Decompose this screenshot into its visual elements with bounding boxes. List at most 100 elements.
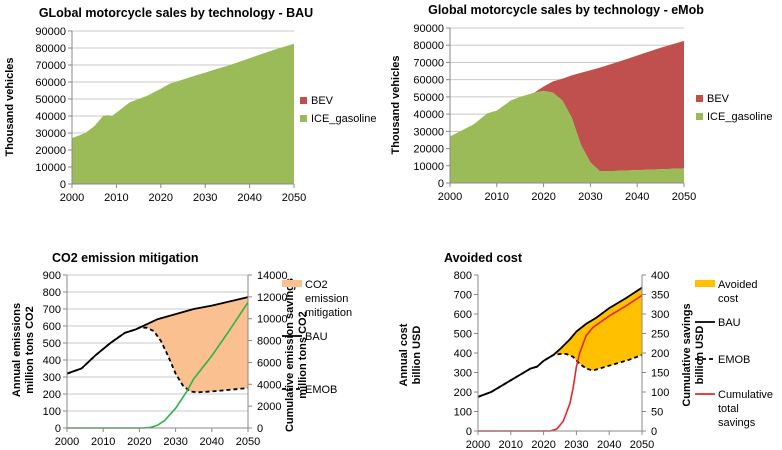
chart-title: GLobal motorcycle sales by technology - … <box>39 6 313 20</box>
x-tick-label: 2050 <box>236 436 260 448</box>
y2-tick-label: 300 <box>651 309 669 321</box>
legend-swatch <box>300 97 307 104</box>
y-tick-label: 700 <box>454 290 472 302</box>
y-tick-label: 60000 <box>413 75 444 87</box>
legend: CO2 emission mitigation BAU EMOB <box>282 279 352 396</box>
y-tick-label: 30000 <box>35 128 66 140</box>
x-tick-label: 2030 <box>193 192 217 204</box>
x-tick-label: 2040 <box>237 192 261 204</box>
chart-title: Avoided cost <box>444 251 523 265</box>
y2-tick-label: 0 <box>257 423 263 435</box>
y-axis-label: Annual emissions <box>11 303 23 397</box>
legend-label: cost <box>718 293 738 305</box>
y2-tick-label: 14000 <box>257 270 288 282</box>
legend-label: savings <box>718 417 756 429</box>
y2-tick-label: 400 <box>651 270 669 282</box>
x-tick-label: 2050 <box>282 192 306 204</box>
y-tick-label: 70000 <box>413 57 444 69</box>
x-tick-label: 2050 <box>630 439 654 450</box>
x-tick-label: 2010 <box>104 192 128 204</box>
area-co2-emission-mitigation <box>132 297 248 393</box>
y-tick-label: 100 <box>454 407 472 419</box>
chart-1: GLobal motorcycle sales by technology - … <box>4 6 376 204</box>
y-tick-label: 700 <box>43 304 61 316</box>
y-tick-label: 500 <box>43 338 61 350</box>
legend-label: Avoided <box>718 279 758 291</box>
area-ice-gasoline <box>72 43 294 184</box>
y-tick-label: 200 <box>454 387 472 399</box>
legend-label: emission <box>305 293 348 305</box>
y-axis-label: billion USD <box>411 326 423 385</box>
y2-tick-label: 150 <box>651 368 669 380</box>
area-bev <box>450 40 684 171</box>
legend-label: Cumulative <box>718 389 773 401</box>
legend: BEV ICE_gasoline <box>696 93 772 123</box>
y2-tick-label: 250 <box>651 329 669 341</box>
x-tick-label: 2040 <box>597 439 621 450</box>
x-tick-label: 2030 <box>564 439 588 450</box>
legend-swatch <box>695 280 715 287</box>
legend-swatch <box>300 115 307 122</box>
legend-swatch <box>282 280 302 287</box>
legend-label: ICE_gasoline <box>707 111 772 123</box>
legend-label: BEV <box>707 93 730 105</box>
y-tick-label: 10000 <box>413 161 444 173</box>
y2-tick-label: 12000 <box>257 292 288 304</box>
y-tick-label: 600 <box>43 321 61 333</box>
y-axis-label: Annual cost <box>398 323 410 386</box>
x-tick-label: 2050 <box>672 191 696 203</box>
legend-label: ICE_gasoline <box>311 113 376 125</box>
legend-swatch <box>696 95 703 102</box>
legend-label: EMOB <box>305 384 337 396</box>
y2-tick-label: 6000 <box>257 357 281 369</box>
y-tick-label: 100 <box>43 406 61 418</box>
y-tick-label: 40000 <box>413 109 444 121</box>
x-tick-label: 2000 <box>466 439 490 450</box>
y-tick-label: 50000 <box>35 94 66 106</box>
y-tick-label: 200 <box>43 389 61 401</box>
y-tick-label: 20000 <box>35 145 66 157</box>
legend-label: mitigation <box>305 307 352 319</box>
y2-tick-label: 8000 <box>257 336 281 348</box>
chart-title: Global motorcycle sales by technology - … <box>428 3 704 17</box>
y2-tick-label: 350 <box>651 290 669 302</box>
legend-label: EMOB <box>718 354 750 366</box>
y-tick-label: 10000 <box>35 162 66 174</box>
y2-tick-label: 200 <box>651 348 669 360</box>
y-tick-label: 900 <box>43 270 61 282</box>
legend: Avoided cost BAU EMOB Cumulative total savings <box>695 279 773 429</box>
y2-tick-label: 100 <box>651 387 669 399</box>
y-tick-label: 0 <box>438 178 444 190</box>
legend: BEV ICE_gasoline <box>300 95 376 125</box>
y2-tick-label: 0 <box>651 426 657 438</box>
x-tick-label: 2010 <box>485 191 509 203</box>
y-axis-label: million tons CO2 <box>24 306 36 393</box>
legend-swatch <box>696 113 703 120</box>
y-tick-label: 90000 <box>413 23 444 35</box>
legend-label: BEV <box>311 95 334 107</box>
chart-2: Global motorcycle sales by technology - … <box>390 3 772 203</box>
x-tick-label: 2000 <box>55 436 79 448</box>
y-axis-label: Thousand vehicles <box>390 55 402 154</box>
line-cumulative-total-savings <box>478 294 643 432</box>
x-tick-label: 2040 <box>200 436 224 448</box>
x-tick-label: 2030 <box>163 436 187 448</box>
chart-title: CO2 emission mitigation <box>52 251 199 265</box>
legend-label: BAU <box>305 331 328 343</box>
y-tick-label: 0 <box>60 179 66 191</box>
x-tick-label: 2010 <box>499 439 523 450</box>
y2-tick-label: 4000 <box>257 379 281 391</box>
y2-axis-label: million tons CO2 <box>297 311 309 398</box>
x-tick-label: 2040 <box>625 191 649 203</box>
y-tick-label: 30000 <box>413 126 444 138</box>
y-tick-label: 20000 <box>413 144 444 156</box>
x-tick-label: 2000 <box>438 191 462 203</box>
y-tick-label: 400 <box>454 348 472 360</box>
y-tick-label: 300 <box>454 368 472 380</box>
y2-tick-label: 50 <box>651 407 663 419</box>
y-tick-label: 80000 <box>35 43 66 55</box>
y-tick-label: 600 <box>454 309 472 321</box>
y2-axis-label: Cumulative savings <box>681 303 693 406</box>
y-tick-label: 70000 <box>35 60 66 72</box>
